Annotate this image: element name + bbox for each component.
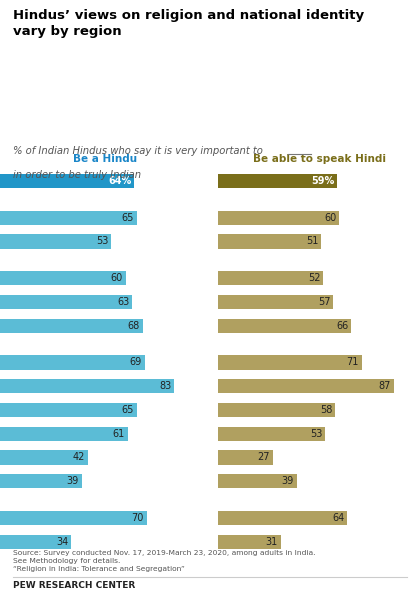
Bar — [218, 174, 337, 188]
Bar — [0, 234, 111, 248]
Bar — [0, 271, 126, 285]
Text: 39: 39 — [66, 476, 79, 486]
Text: 59%: 59% — [311, 176, 334, 186]
Text: 63: 63 — [117, 297, 129, 307]
Bar — [0, 174, 134, 188]
Text: 66: 66 — [336, 320, 349, 331]
Text: 34: 34 — [56, 537, 68, 547]
Text: 42: 42 — [73, 453, 85, 462]
Text: Be able to speak Hindi: Be able to speak Hindi — [253, 154, 386, 164]
Bar — [0, 534, 71, 549]
Text: 65: 65 — [121, 405, 134, 415]
Bar — [218, 379, 394, 394]
Text: 60: 60 — [324, 213, 336, 223]
Bar — [218, 450, 273, 464]
Bar — [0, 427, 128, 441]
Text: 51: 51 — [306, 237, 318, 247]
Text: 52: 52 — [308, 273, 320, 284]
Text: 69: 69 — [129, 357, 142, 368]
Bar — [218, 211, 339, 225]
Text: 53: 53 — [96, 237, 108, 247]
Text: 39: 39 — [282, 476, 294, 486]
Bar — [0, 403, 136, 417]
Text: 83: 83 — [159, 381, 171, 391]
Bar — [0, 379, 174, 394]
Text: % of Indian Hindus who say it is very important to: % of Indian Hindus who say it is very im… — [13, 146, 265, 156]
Bar — [218, 319, 352, 333]
Bar — [0, 450, 88, 464]
Text: 57: 57 — [318, 297, 330, 307]
Bar — [218, 511, 347, 525]
Text: 31: 31 — [265, 537, 278, 547]
Text: 65: 65 — [121, 213, 134, 223]
Text: 61: 61 — [113, 429, 125, 438]
Bar — [218, 427, 325, 441]
Text: 27: 27 — [257, 453, 270, 462]
Bar — [0, 211, 136, 225]
Bar — [0, 355, 145, 370]
Text: 53: 53 — [310, 429, 322, 438]
Bar — [218, 474, 297, 488]
Text: Source: Survey conducted Nov. 17, 2019-March 23, 2020, among adults in India.
Se: Source: Survey conducted Nov. 17, 2019-M… — [13, 550, 315, 573]
Text: 60: 60 — [110, 273, 123, 284]
Text: 64: 64 — [332, 513, 344, 523]
Text: 68: 68 — [127, 320, 139, 331]
Text: PEW RESEARCH CENTER: PEW RESEARCH CENTER — [13, 581, 135, 590]
Bar — [0, 511, 147, 525]
Bar — [218, 234, 321, 248]
Bar — [0, 319, 143, 333]
Text: in order to be truly Indian: in order to be truly Indian — [13, 170, 141, 180]
Bar — [218, 534, 281, 549]
Text: 70: 70 — [131, 513, 144, 523]
Text: 58: 58 — [320, 405, 332, 415]
Text: 64%: 64% — [108, 176, 131, 186]
Text: 71: 71 — [346, 357, 359, 368]
Bar — [218, 355, 362, 370]
Bar — [218, 403, 335, 417]
Bar — [218, 271, 323, 285]
Bar — [218, 295, 333, 309]
Text: 87: 87 — [378, 381, 391, 391]
Text: Hindus’ views on religion and national identity
vary by region: Hindus’ views on religion and national i… — [13, 9, 364, 38]
Bar — [0, 295, 132, 309]
Text: Be a Hindu: Be a Hindu — [73, 154, 137, 164]
Bar — [0, 474, 82, 488]
